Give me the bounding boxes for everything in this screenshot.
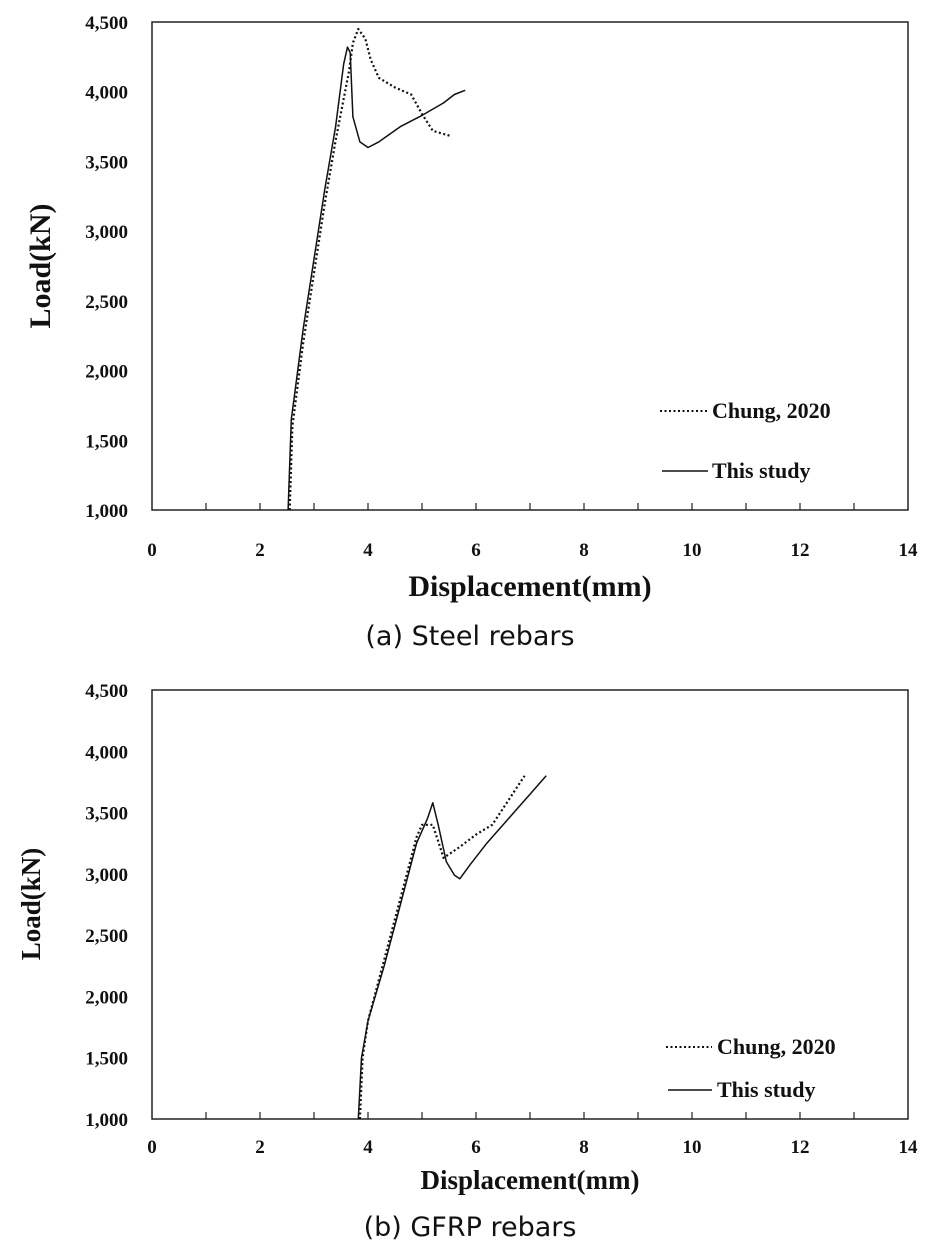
legend-label-chung-2020: Chung, 2020 (712, 398, 831, 423)
x-tick-labels: 0 2 4 6 8 10 12 14 (147, 540, 918, 561)
y-tick-label-4-500: 4,500 (85, 681, 128, 702)
x-tick-label-12: 12 (791, 1137, 810, 1158)
legend-label-this-study: This study (712, 458, 810, 483)
y-tick-label-2-500: 2,500 (85, 292, 128, 313)
x-tick-label-0: 0 (147, 540, 157, 561)
y-tick-label-1-000: 1,000 (85, 1110, 128, 1131)
x-tick-label-10: 10 (683, 540, 702, 561)
x-tick-marks (205, 1112, 855, 1119)
series-line-chung-2020 (288, 27, 453, 511)
x-axis-title: Displacement(mm) (421, 1165, 640, 1195)
y-tick-label-3-000: 3,000 (85, 865, 128, 886)
x-tick-label-8: 8 (579, 1137, 589, 1158)
x-tick-label-14: 14 (899, 1137, 919, 1158)
plot-area-border (151, 21, 909, 511)
y-tick-label-1-500: 1,500 (85, 431, 128, 452)
y-tick-label-3-000: 3,000 (85, 222, 128, 243)
y-axis-title: Load(kN) (24, 203, 57, 328)
y-tick-label-1-500: 1,500 (85, 1049, 128, 1070)
series-layer (287, 27, 466, 511)
legend-label-this-study: This study (717, 1077, 815, 1102)
legend: Chung, 2020 This study (666, 1034, 836, 1102)
caption-b: (b) GFRP rebars (364, 1212, 577, 1243)
x-tick-label-2: 2 (255, 1137, 265, 1158)
x-tick-label-2: 2 (255, 540, 265, 561)
y-tick-labels: 1,000 1,500 2,000 2,500 3,000 3,500 4,000 4,500 (85, 13, 128, 522)
chart-gfrp-rebars: 0 2 4 6 8 10 12 14 1,000 1,500 2,000 2,500 3,000 3,5… (16, 681, 918, 1243)
caption-a: (a) Steel rebars (365, 621, 574, 652)
x-tick-label-12: 12 (791, 540, 810, 561)
y-axis-title: Load(kN) (16, 848, 46, 961)
x-tick-label-14: 14 (899, 540, 919, 561)
x-tick-marks (205, 503, 855, 510)
y-tick-label-3-500: 3,500 (85, 152, 128, 173)
x-tick-label-4: 4 (363, 540, 373, 561)
x-tick-label-10: 10 (683, 1137, 702, 1158)
series-line-this-study (287, 46, 466, 511)
series-line-this-study (357, 775, 547, 1120)
x-tick-label-6: 6 (471, 540, 481, 561)
chart-steel-rebars: 0 2 4 6 8 10 12 14 1,000 1,500 2,000 2,500 3,000 3,5… (24, 13, 918, 652)
x-tick-label-4: 4 (363, 1137, 373, 1158)
x-tick-label-6: 6 (471, 1137, 481, 1158)
y-tick-label-1-000: 1,000 (85, 501, 128, 522)
y-tick-label-2-000: 2,000 (85, 362, 128, 383)
legend: Chung, 2020 This study (660, 398, 831, 483)
legend-label-chung-2020: Chung, 2020 (717, 1034, 836, 1059)
series-layer (357, 775, 547, 1120)
x-tick-labels: 0 2 4 6 8 10 12 14 (147, 1137, 918, 1158)
y-tick-label-4-000: 4,000 (85, 742, 128, 763)
x-tick-label-0: 0 (147, 1137, 157, 1158)
x-tick-label-8: 8 (579, 540, 589, 561)
y-tick-label-2-000: 2,000 (85, 987, 128, 1008)
y-tick-label-4-000: 4,000 (85, 83, 128, 104)
y-tick-labels: 1,000 1,500 2,000 2,500 3,000 3,500 4,000 4,500 (85, 681, 128, 1131)
y-tick-label-3-500: 3,500 (85, 804, 128, 825)
x-axis-title: Displacement(mm) (408, 570, 651, 603)
y-tick-label-2-500: 2,500 (85, 926, 128, 947)
y-tick-label-4-500: 4,500 (85, 13, 128, 34)
